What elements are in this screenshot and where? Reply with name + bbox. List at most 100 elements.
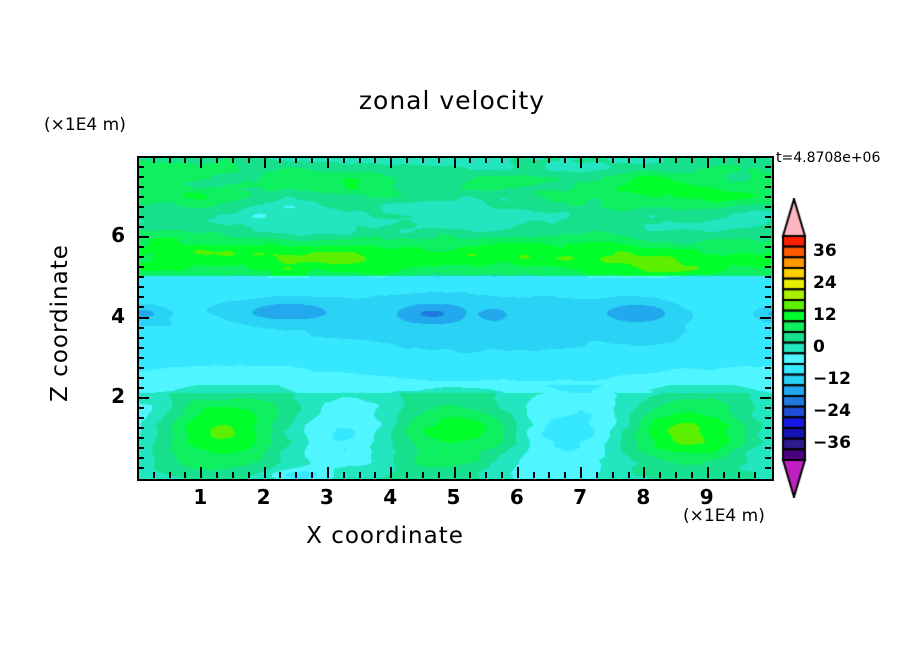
x-tick-minor-top	[754, 157, 757, 163]
y-tick-minor	[138, 366, 144, 369]
x-tick-minor	[611, 472, 614, 478]
x-tick-minor	[548, 472, 551, 478]
x-tick-major	[580, 467, 583, 478]
x-tick-minor	[358, 472, 361, 478]
x-tick-minor	[627, 472, 630, 478]
y-tick-minor	[138, 226, 144, 229]
y-tick-minor	[138, 276, 144, 279]
y-tick-minor	[138, 466, 144, 469]
velocity-field-canvas	[139, 158, 772, 479]
x-tick-minor-top	[738, 157, 741, 163]
x-tick-minor-top	[421, 157, 424, 163]
y-tick-minor-right	[765, 366, 771, 369]
x-tick-major-top	[263, 157, 266, 168]
x-tick-major-top	[706, 157, 709, 168]
colorbar-tick-label: −12	[813, 369, 851, 389]
x-tick-minor	[754, 472, 757, 478]
y-tick-minor	[138, 256, 144, 259]
y-tick-minor-right	[765, 346, 771, 349]
colorbar-tick-label: 12	[813, 305, 837, 325]
x-tick-major	[453, 467, 456, 478]
x-tick-minor	[738, 472, 741, 478]
x-tick-minor	[152, 472, 155, 478]
y-tick-minor	[138, 196, 144, 199]
x-axis-unit-label: (×1E4 m)	[683, 506, 765, 526]
y-tick-major-right	[760, 316, 771, 319]
x-tick-minor	[469, 472, 472, 478]
y-tick-minor	[138, 166, 144, 169]
timestamp-annotation: t=4.8708e+06	[776, 150, 881, 166]
x-tick-major	[390, 467, 393, 478]
y-tick-major-right	[760, 236, 771, 239]
y-tick-minor-right	[765, 166, 771, 169]
colorbar-canvas	[779, 198, 809, 498]
y-axis-title: Z coordinate	[47, 244, 73, 402]
x-tick-minor	[231, 472, 234, 478]
y-tick-minor-right	[765, 286, 771, 289]
x-tick-label: 5	[446, 485, 461, 509]
x-tick-minor	[168, 472, 171, 478]
x-tick-major-top	[453, 157, 456, 168]
y-tick-minor-right	[765, 186, 771, 189]
y-tick-minor	[138, 206, 144, 209]
x-tick-minor-top	[659, 157, 662, 163]
x-tick-minor	[295, 472, 298, 478]
y-tick-major	[138, 236, 149, 239]
x-tick-minor	[659, 472, 662, 478]
colorbar-tick-label: 36	[813, 241, 837, 261]
y-tick-minor-right	[765, 356, 771, 359]
y-tick-minor-right	[765, 176, 771, 179]
y-tick-minor-right	[765, 266, 771, 269]
y-tick-minor-right	[765, 296, 771, 299]
x-tick-minor-top	[564, 157, 567, 163]
y-tick-minor	[138, 326, 144, 329]
x-tick-minor	[690, 472, 693, 478]
colorbar-tick-label: −24	[813, 401, 851, 421]
colorbar-tick-label: 24	[813, 273, 837, 293]
chart-title: zonal velocity	[358, 86, 546, 115]
y-tick-minor-right	[765, 406, 771, 409]
x-tick-label: 9	[699, 485, 714, 509]
x-tick-minor	[485, 472, 488, 478]
x-tick-major-top	[200, 157, 203, 168]
x-tick-label: 4	[383, 485, 398, 509]
x-tick-minor	[374, 472, 377, 478]
y-tick-minor-right	[765, 426, 771, 429]
y-tick-minor-right	[765, 246, 771, 249]
colorbar-tick-label: −36	[813, 433, 851, 453]
x-tick-minor-top	[406, 157, 409, 163]
y-tick-major	[138, 396, 149, 399]
x-tick-major-top	[390, 157, 393, 168]
colorbar	[779, 198, 809, 498]
y-tick-minor	[138, 296, 144, 299]
x-tick-major	[263, 467, 266, 478]
x-tick-major	[200, 467, 203, 478]
y-tick-minor	[138, 436, 144, 439]
x-tick-minor-top	[532, 157, 535, 163]
x-tick-major-top	[516, 157, 519, 168]
x-tick-minor-top	[342, 157, 345, 163]
x-tick-minor	[564, 472, 567, 478]
x-tick-minor-top	[469, 157, 472, 163]
y-axis-unit-label: (×1E4 m)	[44, 115, 126, 135]
x-tick-major-top	[643, 157, 646, 168]
y-tick-minor	[138, 356, 144, 359]
x-tick-minor	[437, 472, 440, 478]
x-tick-minor	[722, 472, 725, 478]
y-tick-minor	[138, 176, 144, 179]
x-tick-minor	[500, 472, 503, 478]
x-tick-minor-top	[184, 157, 187, 163]
x-tick-major-top	[580, 157, 583, 168]
x-tick-minor-top	[216, 157, 219, 163]
y-tick-minor	[138, 376, 144, 379]
y-tick-label: 6	[111, 223, 125, 248]
y-tick-minor	[138, 386, 144, 389]
x-tick-minor-top	[690, 157, 693, 163]
x-tick-minor-top	[675, 157, 678, 163]
x-tick-minor-top	[548, 157, 551, 163]
x-tick-major	[516, 467, 519, 478]
y-tick-minor	[138, 216, 144, 219]
x-tick-minor	[532, 472, 535, 478]
x-tick-minor-top	[611, 157, 614, 163]
